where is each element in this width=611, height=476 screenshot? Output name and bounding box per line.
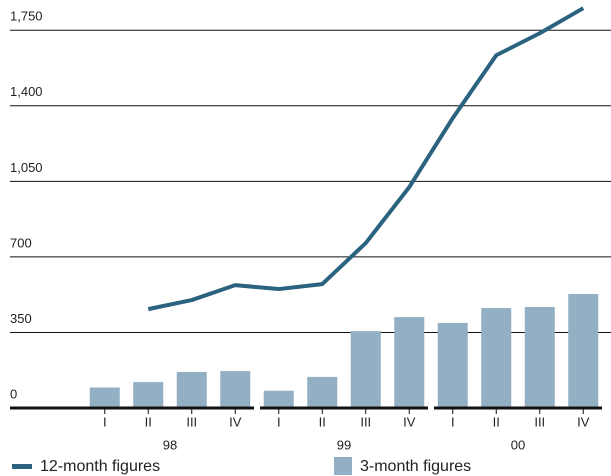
y-tick-label: 700 (10, 235, 32, 250)
x-tick-label: I (451, 414, 455, 429)
x-tick-label: II (319, 414, 326, 429)
bar (133, 382, 164, 408)
x-tick-label: III (534, 414, 545, 429)
y-tick-label: 1,050 (10, 160, 43, 175)
y-tick-label: 350 (10, 311, 32, 326)
bar (568, 294, 599, 408)
legend-swatch (334, 457, 352, 475)
legend-swatch (12, 464, 32, 469)
bar (176, 371, 207, 408)
y-tick-label: 1,400 (10, 84, 43, 99)
bar (524, 306, 555, 408)
x-tick-label: II (493, 414, 500, 429)
y-tick-label: 0 (10, 386, 17, 401)
group-label: 99 (337, 437, 351, 452)
bar (394, 317, 425, 408)
bar (220, 371, 251, 408)
bar (89, 387, 120, 408)
bar (350, 331, 381, 408)
x-tick-label: III (360, 414, 371, 429)
x-tick-label: IV (403, 414, 416, 429)
x-tick-label: II (145, 414, 152, 429)
bar (263, 390, 294, 408)
x-tick-label: IV (577, 414, 590, 429)
group-label: 98 (163, 437, 177, 452)
bar (437, 322, 468, 408)
bar (481, 308, 512, 408)
bar (307, 376, 338, 408)
group-label: 00 (511, 437, 525, 452)
legend-label: 3-month figures (360, 458, 471, 475)
x-tick-label: I (103, 414, 107, 429)
x-tick-label: III (186, 414, 197, 429)
x-tick-label: I (277, 414, 281, 429)
line (147, 6, 585, 312)
legend-label: 12-month figures (40, 458, 160, 475)
x-tick-label: IV (229, 414, 242, 429)
y-tick-label: 1,750 (10, 9, 43, 24)
